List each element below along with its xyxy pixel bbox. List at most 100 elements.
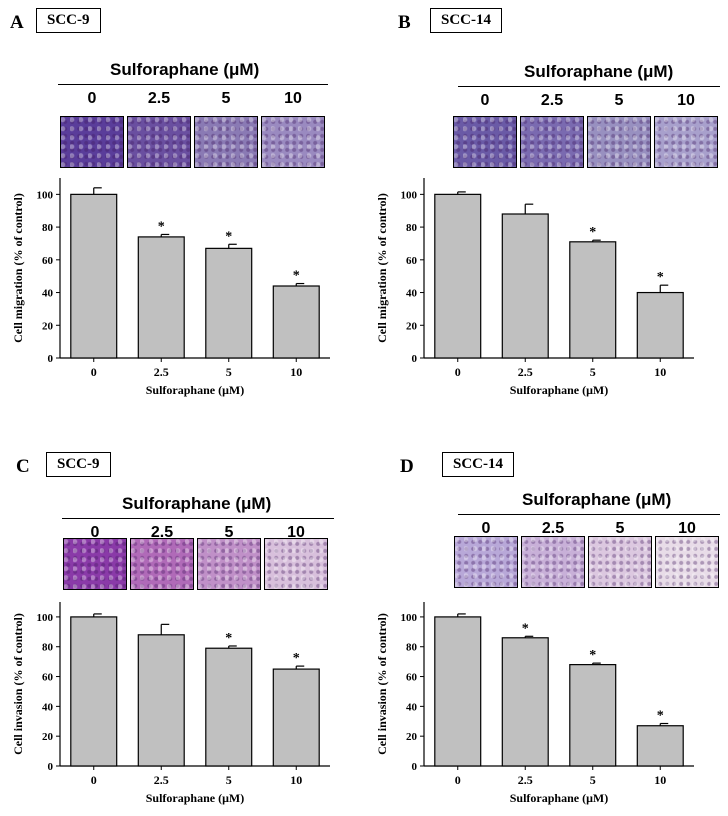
conc-label: 2.5	[540, 92, 564, 109]
micrograph	[520, 116, 584, 168]
panel-c: C SCC-9 Sulforaphane (μM) 0 2.5 5 10 0 20…	[0, 408, 364, 815]
bar	[137, 634, 185, 767]
bar-chart: 0 20 40 60 80 100 Cell invasion (% of control)…	[11, 602, 330, 805]
conc-label: 0	[480, 92, 490, 109]
bar	[636, 291, 684, 359]
treatment-title: Sulforaphane (μM)	[524, 62, 674, 81]
micrograph	[655, 536, 719, 588]
significance-marker: *	[589, 648, 596, 663]
x-tick-label: 10	[290, 773, 302, 787]
bar	[272, 285, 320, 359]
x-tick-label: 0	[91, 773, 97, 787]
bar	[569, 664, 617, 767]
y-tick-label: 80	[406, 642, 418, 654]
x-axis-label: Sulforaphane (μM)	[510, 791, 608, 805]
bar	[434, 616, 482, 767]
significance-marker: *	[657, 270, 664, 285]
treatment-title: Sulforaphane (μM)	[110, 60, 260, 79]
y-tick-label: 0	[412, 761, 418, 773]
micrograph	[588, 536, 652, 588]
x-axis-label: Sulforaphane (μM)	[146, 383, 244, 397]
panel-a: A SCC-9 Sulforaphane (μM) 0 2.5 5 10 0 20…	[0, 0, 364, 407]
conc-label: 10	[287, 524, 305, 541]
x-tick-label: 5	[226, 773, 232, 787]
bar	[70, 616, 118, 767]
bar	[569, 241, 617, 359]
y-tick-label: 40	[406, 701, 418, 713]
x-tick-label: 0	[91, 365, 97, 379]
conc-label: 5	[221, 90, 231, 107]
bar	[272, 668, 320, 767]
micrograph	[587, 116, 651, 168]
y-tick-label: 60	[406, 672, 418, 684]
y-tick-label: 60	[42, 672, 54, 684]
x-tick-label: 10	[654, 365, 666, 379]
x-tick-label: 10	[290, 365, 302, 379]
y-axis-label: Cell invasion (% of control)	[11, 613, 25, 755]
panel-letter: C	[16, 456, 30, 477]
y-tick-label: 40	[42, 701, 54, 713]
x-tick-label: 2.5	[154, 365, 169, 379]
y-tick-label: 20	[42, 731, 54, 743]
y-axis-label: Cell invasion (% of control)	[375, 613, 389, 755]
significance-marker: *	[158, 219, 165, 234]
treatment-bracket-line	[58, 84, 328, 85]
conc-label: 10	[677, 92, 695, 109]
significance-marker: *	[522, 621, 529, 636]
micrograph	[60, 116, 124, 168]
micrograph	[63, 538, 127, 590]
micrograph	[130, 538, 194, 590]
x-tick-label: 0	[455, 773, 461, 787]
treatment-bracket-line	[458, 514, 720, 515]
y-axis-label: Cell migration (% of control)	[11, 193, 25, 343]
x-tick-label: 10	[654, 773, 666, 787]
micrograph	[654, 116, 718, 168]
cell-line-label: SCC-9	[46, 452, 111, 477]
bar	[501, 213, 549, 359]
x-tick-label: 5	[590, 365, 596, 379]
treatment-title: Sulforaphane (μM)	[522, 490, 672, 509]
conc-label: 10	[284, 90, 302, 107]
y-tick-label: 20	[406, 320, 418, 332]
y-tick-label: 40	[42, 288, 54, 300]
y-tick-label: 60	[42, 255, 54, 267]
y-tick-label: 40	[406, 288, 418, 300]
panel-letter: B	[398, 12, 411, 33]
conc-label: 5	[615, 520, 625, 537]
cell-line-label: SCC-14	[442, 452, 515, 477]
x-tick-label: 2.5	[154, 773, 169, 787]
bar	[501, 637, 549, 767]
bar	[137, 236, 185, 359]
x-tick-label: 5	[226, 365, 232, 379]
y-tick-label: 80	[42, 642, 54, 654]
x-tick-label: 0	[455, 365, 461, 379]
y-tick-label: 80	[42, 222, 54, 234]
treatment-title: Sulforaphane (μM)	[122, 494, 272, 513]
micrograph	[521, 536, 585, 588]
bar	[205, 647, 253, 767]
y-tick-label: 60	[406, 255, 418, 267]
y-tick-label: 100	[37, 612, 54, 624]
bar	[434, 193, 482, 359]
significance-marker: *	[589, 225, 596, 240]
significance-marker: *	[657, 709, 664, 724]
panel-letter: A	[10, 12, 24, 33]
bar	[205, 247, 253, 359]
cell-line-label: SCC-9	[36, 8, 101, 33]
y-tick-label: 100	[401, 612, 418, 624]
panel-b: B SCC-14 Sulforaphane (μM) 0 2.5 5 10 0 2…	[364, 0, 728, 407]
treatment-bracket-line	[458, 86, 720, 87]
bar	[636, 725, 684, 767]
x-tick-label: 2.5	[518, 773, 533, 787]
micrograph	[453, 116, 517, 168]
y-tick-label: 80	[406, 222, 418, 234]
micrograph	[261, 116, 325, 168]
x-axis-label: Sulforaphane (μM)	[510, 383, 608, 397]
conc-label: 0	[481, 520, 491, 537]
significance-marker: *	[225, 229, 232, 244]
y-axis-label: Cell migration (% of control)	[375, 193, 389, 343]
x-tick-label: 2.5	[518, 365, 533, 379]
